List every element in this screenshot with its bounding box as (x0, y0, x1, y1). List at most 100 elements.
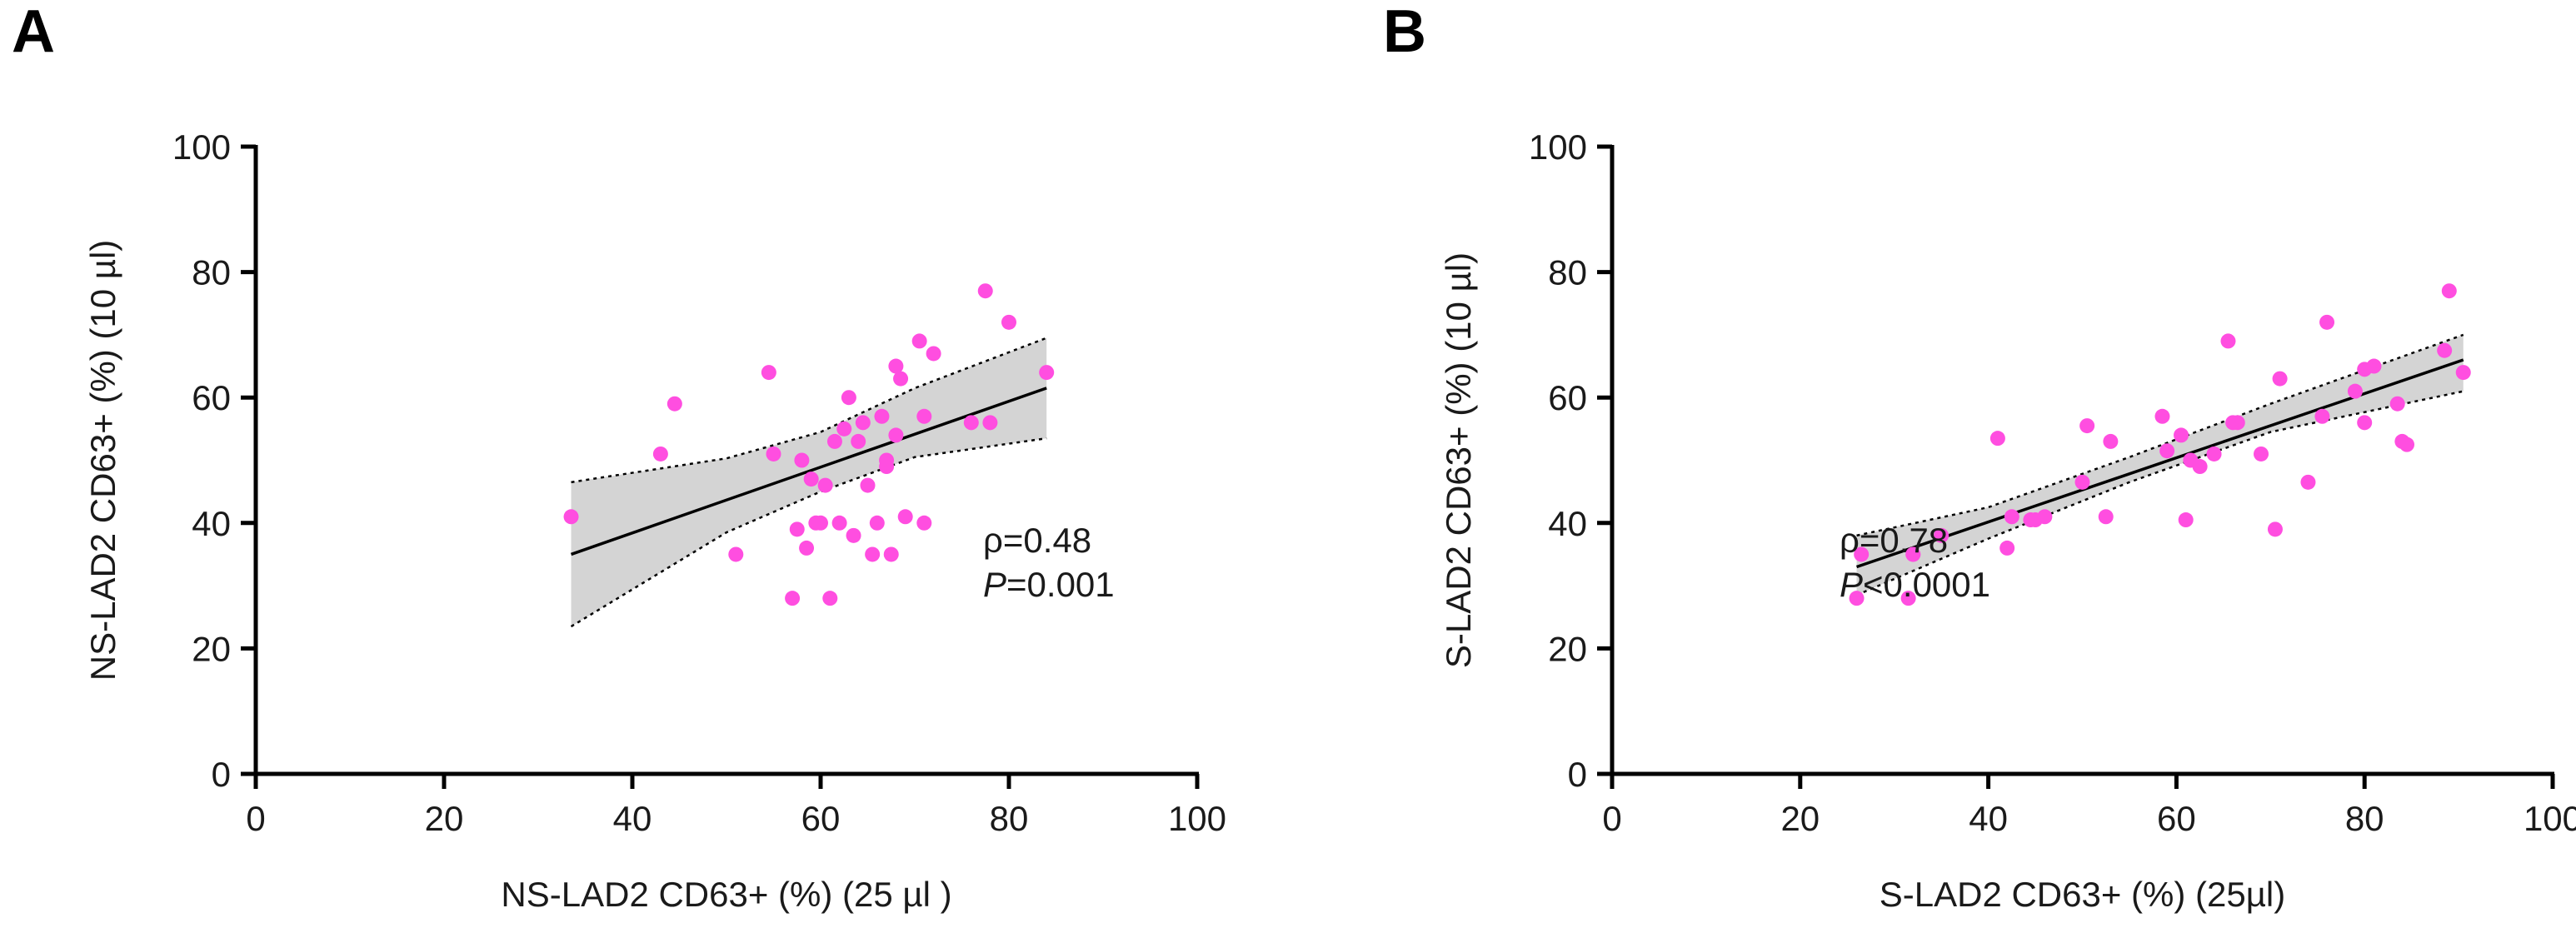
panel-letter: A (12, 0, 55, 65)
data-point (1999, 540, 2015, 556)
data-point (2267, 521, 2283, 537)
y-tick-label: 100 (1529, 127, 1587, 167)
data-point (1001, 314, 1016, 330)
x-axis-title: S-LAD2 CD63+ (%) (25µl) (1880, 875, 2286, 914)
y-axis-title: NS-LAD2 CD63+ (%) (10 µl) (83, 240, 122, 681)
data-point (2229, 415, 2245, 431)
panel-a: A 0 20 40 60 80 100 0 20 40 60 80 100 NS-LAD2 CD63+ (… (12, 0, 1226, 914)
x-tick-label: 100 (1168, 799, 1226, 838)
data-point (2366, 358, 2382, 374)
data-point (865, 546, 881, 562)
data-point (1854, 546, 1870, 562)
x-axis-title: NS-LAD2 CD63+ (%) (25 µl ) (501, 875, 951, 914)
y-tick-label: 20 (1548, 629, 1587, 668)
y-tick-label: 0 (212, 755, 231, 794)
y-axis-title: S-LAD2 CD63+ (%) (10 µl) (1439, 252, 1478, 668)
data-point (789, 521, 805, 537)
data-point (2319, 314, 2335, 330)
data-point (888, 427, 904, 443)
data-point (2206, 446, 2222, 462)
data-point (817, 477, 833, 493)
data-point (2357, 415, 2373, 431)
data-point (826, 433, 842, 449)
data-point (911, 333, 927, 349)
data-point (563, 509, 579, 525)
data-point (874, 408, 890, 424)
panel-letter: B (1383, 0, 1426, 65)
rho-annotation: ρ=0.78 (1840, 521, 1948, 560)
data-point (2159, 443, 2175, 459)
data-point (761, 365, 776, 381)
data-point (883, 546, 899, 562)
data-point (2220, 333, 2236, 349)
data-point (916, 515, 932, 531)
p-value: <0.0001 (1863, 565, 1990, 604)
data-point (879, 459, 895, 475)
x-tick-label: 0 (246, 799, 265, 838)
data-point (799, 540, 815, 556)
data-point (728, 546, 744, 562)
data-point (2399, 437, 2415, 452)
x-tick-label: 40 (613, 799, 652, 838)
y-tick-label: 20 (192, 629, 231, 668)
data-point (2174, 427, 2189, 443)
data-point (2079, 418, 2095, 434)
y-tick-label: 0 (1568, 755, 1587, 794)
data-point (803, 471, 819, 487)
data-point (831, 515, 847, 531)
data-point (841, 390, 856, 406)
y-tick-label: 60 (1548, 378, 1587, 417)
data-point (926, 346, 941, 362)
regression-line (570, 387, 1047, 556)
data-point (652, 446, 668, 462)
data-point (1849, 591, 1865, 606)
data-point (846, 527, 861, 543)
x-tick-label: 40 (1969, 799, 2008, 838)
data-point (1989, 431, 2005, 447)
data-point (1905, 546, 1921, 562)
data-point (1900, 591, 1916, 606)
data-point (2192, 459, 2208, 475)
panel-b: B 0 20 40 60 80 100 0 20 40 60 80 100 S-LAD2 CD63+ (%… (1383, 0, 2576, 914)
y-tick-label: 40 (1548, 504, 1587, 543)
data-point (851, 433, 866, 449)
data-point (1039, 365, 1055, 381)
data-point (869, 515, 885, 531)
data-point (2314, 408, 2330, 424)
y-tick-label: 80 (1548, 253, 1587, 292)
regression-line (1855, 358, 2464, 569)
p-label: P (1840, 565, 1863, 604)
ci-upper-line (571, 337, 1047, 484)
data-point (2178, 512, 2194, 528)
ci-lower-line (570, 437, 1047, 628)
p-value: =0.001 (1006, 565, 1115, 604)
data-point (2441, 283, 2457, 299)
x-tick-label: 20 (1780, 799, 1820, 838)
data-point (2254, 446, 2269, 462)
data-point (888, 358, 904, 374)
rho-annotation: ρ=0.48 (983, 521, 1091, 560)
data-point (2098, 509, 2114, 525)
data-point (893, 371, 909, 387)
data-point (2272, 371, 2288, 387)
data-point (2347, 383, 2363, 399)
data-point (897, 509, 913, 525)
data-point (963, 415, 979, 431)
data-point (766, 446, 781, 462)
x-tick-label: 0 (1602, 799, 1621, 838)
data-point (982, 415, 998, 431)
data-point (1934, 527, 1949, 543)
data-point (916, 408, 932, 424)
y-tick-label: 80 (192, 253, 231, 292)
data-point (2154, 408, 2170, 424)
data-point (822, 591, 838, 606)
x-tick-label: 60 (801, 799, 841, 838)
data-point (855, 415, 871, 431)
ci-lower-line (1856, 390, 2464, 596)
x-tick-label: 80 (990, 799, 1029, 838)
data-point (860, 477, 876, 493)
data-point (2389, 396, 2405, 412)
data-point (2004, 509, 2019, 525)
x-tick-label: 80 (2345, 799, 2384, 838)
